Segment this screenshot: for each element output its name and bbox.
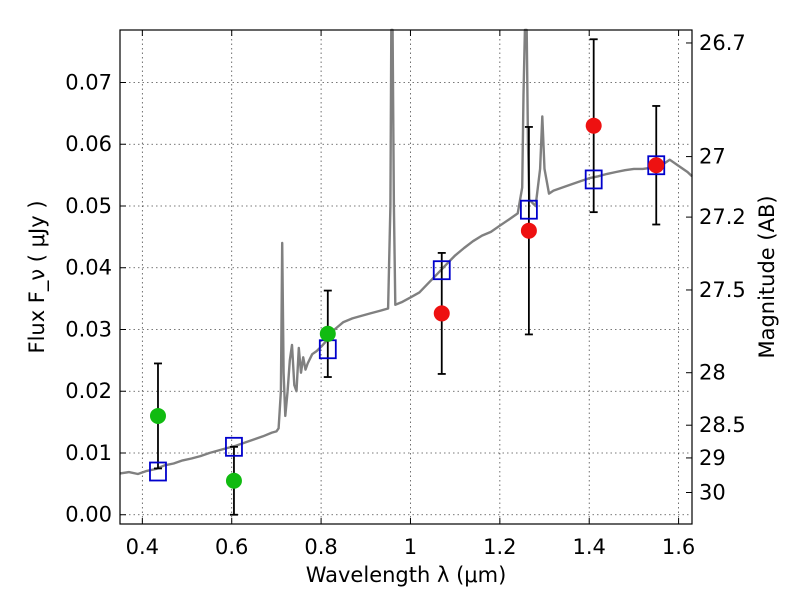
green-detection-point [225,472,242,489]
right-axis-label: Magnitude (AB) [755,195,779,358]
y-axis-label: Flux F_ν ( μJy ) [25,200,50,353]
right-tick-label: 28 [699,361,726,385]
x-tick-label: 0.4 [126,535,159,559]
right-tick-label: 27.5 [699,278,746,302]
error-bars [153,38,661,516]
y-tick-label: 0.04 [65,256,112,280]
x-tick-label: 1 [404,535,417,559]
x-tick-label: 1.2 [483,535,516,559]
y-tick-label: 0.07 [65,70,112,94]
right-tick-label: 27.2 [699,205,746,229]
y-tick-label: 0.06 [65,132,112,156]
model-square-point [584,169,603,190]
green-detection-point [149,407,166,424]
y-tick-label: 0.01 [65,441,112,465]
x-tick-label: 1.6 [662,535,695,559]
grid-lines [120,30,692,524]
right-tick-label: 26.7 [699,31,746,55]
x-tick-label: 0.6 [215,535,248,559]
red-detection-point [648,157,665,174]
right-axis-ticks: 26.7 27 27.2 27.5 28 28.5 29 30 [686,31,746,505]
y-tick-label: 0.03 [65,317,112,341]
y-tick-label: 0.02 [65,379,112,403]
x-axis-ticks: 0.4 0.6 0.8 1 1.2 1.4 1.6 [126,30,695,559]
right-tick-label: 30 [699,481,726,505]
y-tick-label: 0.05 [65,194,112,218]
model-square-point [432,260,451,281]
y-tick-label: 0.00 [65,503,112,527]
x-tick-label: 1.4 [573,535,606,559]
right-tick-label: 28.5 [699,413,746,437]
x-axis-label: Wavelength λ (μm) [306,563,507,587]
model-square-point [519,199,538,220]
red-detection-point [433,305,450,322]
y-axis-ticks: 0.00 0.01 0.02 0.03 0.04 0.05 0.06 0.07 [65,70,126,527]
spectrum-line [119,28,693,476]
green-detection-point [319,325,336,342]
right-tick-label: 29 [699,446,726,470]
model-square-point [149,461,167,482]
model-square-point [225,436,243,457]
spectrum-series [119,28,693,476]
red-detection-point [585,117,602,134]
x-tick-label: 0.8 [304,535,337,559]
red-detection-point [520,222,537,239]
right-tick-label: 27 [699,145,726,169]
data-markers [149,117,666,489]
plot-frame [119,29,693,525]
